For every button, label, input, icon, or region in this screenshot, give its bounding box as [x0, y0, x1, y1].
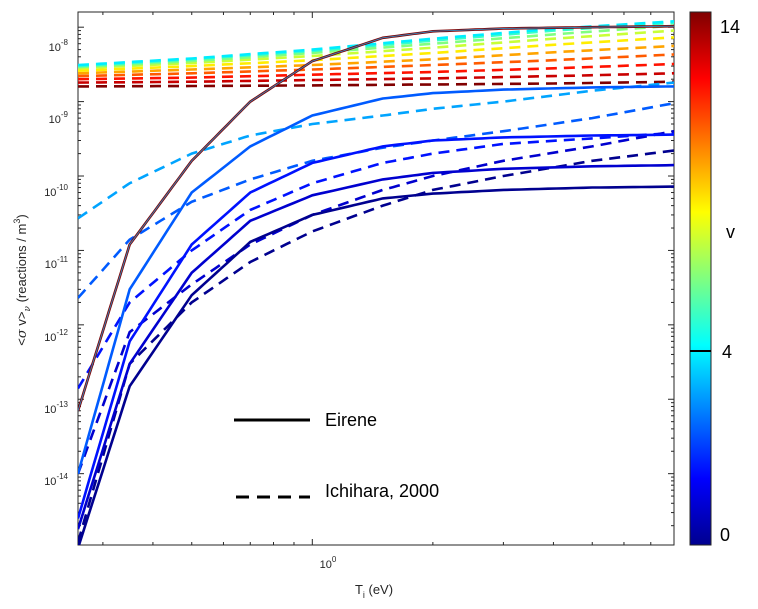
- legend-label-ichihara: Ichihara, 2000: [325, 481, 439, 501]
- ichihara-line-v8: [78, 29, 674, 70]
- colorbar-tick-4: 4: [722, 342, 732, 362]
- colorbar-label: v: [726, 222, 735, 242]
- y-tick-label: 10-14: [44, 472, 68, 488]
- ichihara-line-v11: [78, 53, 674, 78]
- colorbar-tick-max: 14: [720, 17, 740, 37]
- ichihara-line-v14: [78, 80, 674, 88]
- eirene-line-v0: [78, 185, 674, 545]
- colorbar-gradient: [689, 11, 712, 546]
- colorbar-tick-min: 0: [720, 525, 730, 545]
- eirene-line-v3: [78, 85, 674, 475]
- ichihara-line-v7: [78, 24, 674, 69]
- y-tick-label: 10-13: [44, 400, 68, 416]
- colorbar: 14 4 0 v: [689, 11, 740, 546]
- legend: Eirene Ichihara, 2000: [234, 410, 439, 501]
- y-tick-label: 10-12: [44, 328, 68, 344]
- y-axis-label: <σ v>ν (reactions / m3): [12, 214, 33, 345]
- y-tick-label: 10-11: [45, 255, 69, 271]
- ichihara-line-v13: [78, 72, 674, 84]
- eirene-line-overlay-v14: [78, 25, 674, 411]
- eirene-line-v1: [78, 163, 674, 530]
- x-axis-label: Ti (eV): [355, 582, 393, 600]
- y-tick-label: 10-9: [49, 110, 69, 126]
- y-tick-label: 10-10: [44, 183, 68, 199]
- y-tick-label: 10-8: [49, 38, 69, 54]
- ichihara-line-v4: [78, 81, 674, 220]
- ichihara-line-v10: [78, 44, 674, 75]
- eirene-line-v2: [78, 133, 674, 519]
- ichihara-line-v12: [78, 62, 674, 81]
- series-group: [78, 20, 674, 545]
- ichihara-line-v1: [78, 129, 674, 475]
- x-tick-label: 100: [320, 555, 337, 571]
- ichihara-line-v9: [78, 36, 674, 72]
- ichihara-line-v2: [78, 131, 674, 390]
- legend-label-eirene: Eirene: [325, 410, 377, 430]
- y-tick-labels: 10-14 10-13 10-12 10-11 10-10 10-9 10-8: [44, 38, 68, 488]
